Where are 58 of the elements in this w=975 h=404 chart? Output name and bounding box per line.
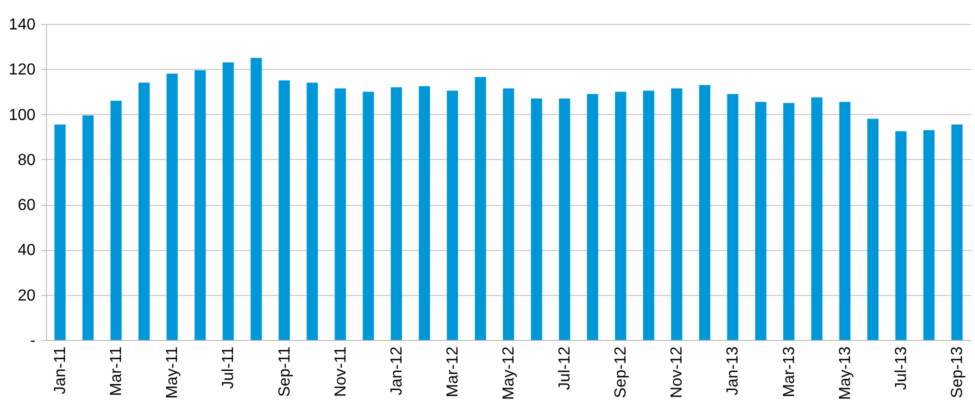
- bar: [811, 97, 822, 340]
- y-tick-label: 20: [18, 287, 36, 304]
- bar: [530, 98, 542, 340]
- bar: [390, 87, 402, 340]
- y-tick-label: 60: [18, 197, 36, 214]
- y-tick-label: -: [30, 332, 36, 350]
- bar: [362, 92, 374, 340]
- x-tick-label: Mar-11: [108, 346, 126, 396]
- bar: [699, 84, 710, 340]
- bar: [82, 115, 94, 340]
- bar: [867, 118, 878, 340]
- bar: [783, 103, 794, 340]
- x-tick-label: Jan-12: [388, 346, 406, 396]
- y-tick-label: 140: [8, 16, 36, 34]
- x-tick-label: Jul-12: [556, 346, 574, 390]
- bar: [110, 100, 122, 340]
- x-tick-label: Sep-12: [612, 346, 630, 398]
- bar: [586, 94, 598, 340]
- x-tick-label: May-11: [164, 346, 182, 399]
- x-tick-label: Mar-13: [780, 346, 798, 398]
- bar: [446, 90, 458, 340]
- bar: [222, 62, 234, 340]
- bar: [615, 92, 626, 340]
- bar: [923, 130, 935, 340]
- x-tick-label: Jan-11: [52, 346, 70, 394]
- bar: [502, 88, 514, 340]
- bar: [194, 70, 206, 340]
- y-tick-label: 120: [8, 62, 36, 79]
- bar: [250, 58, 262, 340]
- bar: [138, 82, 150, 340]
- bar: [643, 90, 654, 340]
- bar: [951, 124, 963, 340]
- bar: [755, 102, 766, 340]
- bar: [558, 98, 570, 340]
- bar: [54, 124, 66, 340]
- bar: [474, 77, 486, 340]
- x-tick-label: May-13: [836, 346, 854, 400]
- x-tick-label: Mar-12: [444, 346, 462, 398]
- x-tick-label: Jul-11: [220, 346, 238, 389]
- x-tick-label: Jan-13: [724, 346, 742, 396]
- bar: [166, 74, 178, 340]
- bar: [418, 86, 430, 340]
- bar: [278, 80, 290, 340]
- bar: [334, 88, 346, 340]
- y-tick-label: 80: [18, 152, 36, 169]
- x-tick-label: Nov-11: [332, 346, 350, 397]
- bar: [727, 94, 738, 340]
- x-tick-label: Sep-13: [948, 346, 966, 398]
- bar: [895, 131, 907, 340]
- x-tick-label: Nov-12: [668, 346, 686, 398]
- bar: [839, 102, 850, 340]
- bar: [306, 82, 318, 340]
- x-tick-label: Jul-13: [892, 346, 910, 390]
- bar: [671, 88, 682, 340]
- y-tick-label: 40: [18, 242, 36, 260]
- y-tick-label: 100: [8, 106, 36, 124]
- x-tick-label: Sep-11: [276, 346, 294, 397]
- x-tick-label: May-12: [500, 346, 518, 400]
